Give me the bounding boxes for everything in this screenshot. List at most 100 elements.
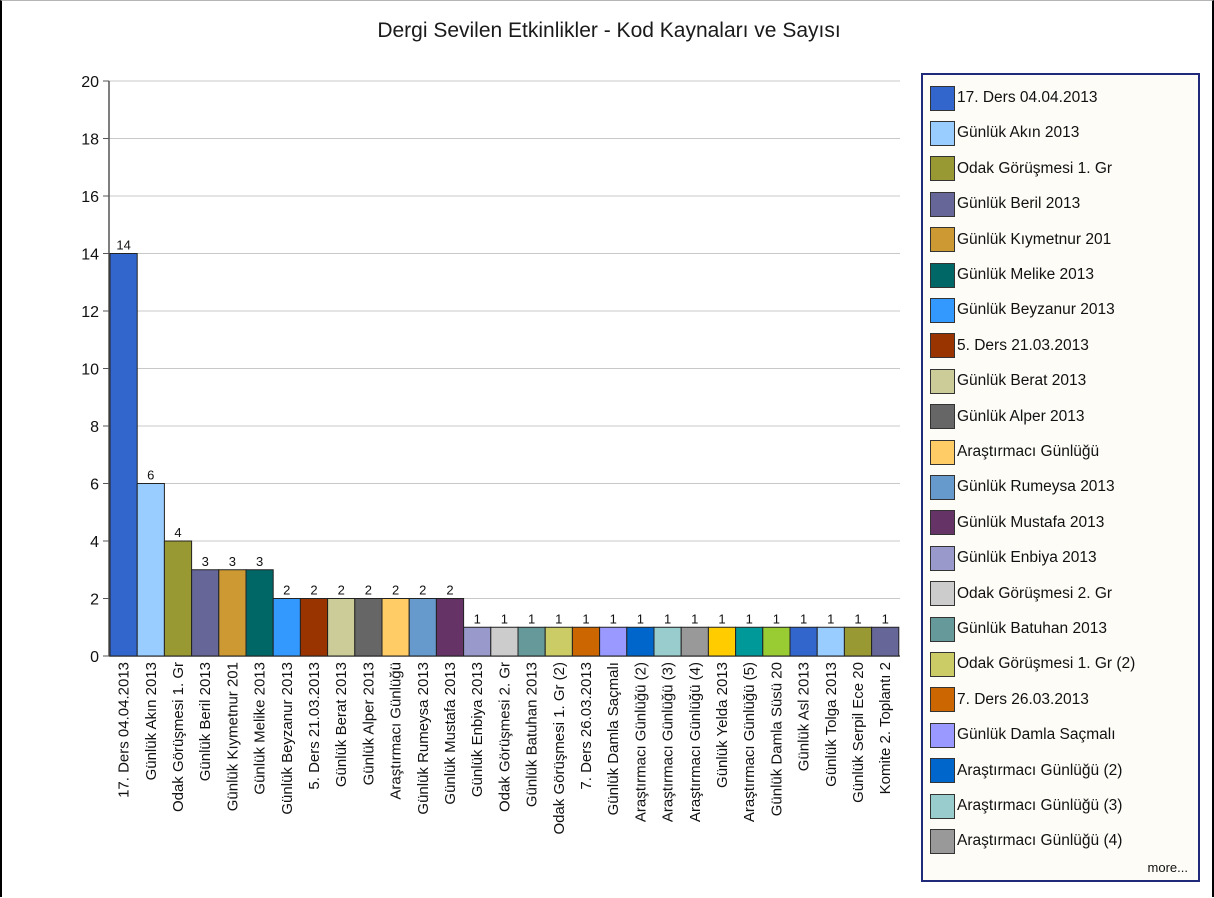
x-tick-label: Günlük Asl 2013 <box>796 662 813 771</box>
legend-label: Araştırmacı Günlüğü (4) <box>957 832 1123 850</box>
legend-item: 5. Ders 21.03.2013 <box>930 333 1089 359</box>
data-label: 1 <box>555 611 562 626</box>
data-label: 1 <box>691 611 698 626</box>
x-tick-label: Araştırmacı Günlüğü <box>388 662 405 800</box>
legend-label: Günlük Alper 2013 <box>957 407 1085 425</box>
bar <box>490 626 519 657</box>
legend-item: Günlük Akın 2013 <box>930 120 1079 146</box>
legend-label: 17. Ders 04.04.2013 <box>957 89 1098 106</box>
data-label: 1 <box>800 611 807 626</box>
bar <box>517 626 546 657</box>
legend-swatch <box>930 474 955 500</box>
legend-item: Günlük Damla Saçmalı <box>930 722 1116 748</box>
y-tick-label: 12 <box>81 304 99 321</box>
legend-label: Odak Görüşmesi 2. Gr <box>957 584 1113 602</box>
legend-swatch <box>930 156 955 182</box>
data-label: 1 <box>854 611 861 626</box>
legend-swatch <box>930 191 955 217</box>
bar <box>789 626 818 657</box>
legend-label: Odak Görüşmesi 1. Gr (2) <box>957 655 1136 673</box>
y-tick-label: 18 <box>81 132 99 149</box>
bar <box>735 626 764 657</box>
legend-swatch <box>930 687 955 713</box>
legend-label: Günlük Berat 2013 <box>957 372 1087 390</box>
data-label: 2 <box>419 583 426 598</box>
legend-swatch <box>930 120 955 146</box>
legend-swatch <box>930 545 955 571</box>
legend-item: Odak Görüşmesi 2. Gr <box>930 581 1112 607</box>
chart-title: Dergi Sevilen Etkinlikler - Kod Kaynalar… <box>377 19 841 42</box>
legend-item: Odak Görüşmesi 1. Gr (2) <box>930 651 1135 677</box>
data-label: 14 <box>116 238 130 253</box>
y-tick-label: 4 <box>90 534 99 551</box>
data-label: 2 <box>338 583 345 598</box>
bar <box>816 626 845 657</box>
legend-swatch <box>930 651 955 677</box>
bar <box>544 626 573 657</box>
legend-swatch <box>930 510 955 536</box>
legend-more-link[interactable]: more... <box>1147 860 1188 875</box>
bar <box>109 253 138 657</box>
legend-item: Araştırmacı Günlüğü <box>930 439 1099 465</box>
bar <box>571 626 601 657</box>
bar <box>245 569 274 657</box>
legend-label: 7. Ders 26.03.2013 <box>957 690 1089 708</box>
legend-item: Günlük Mustafa 2013 <box>930 510 1104 536</box>
legend-label: 5. Ders 21.03.2013 <box>957 336 1089 354</box>
legend-item: Günlük Alper 2013 <box>930 404 1085 430</box>
x-tick-label: Günlük Batuhan 2013 <box>524 662 541 807</box>
y-tick-label: 6 <box>90 477 99 494</box>
bar <box>272 598 301 657</box>
data-label: 1 <box>882 611 889 626</box>
legend-swatch <box>930 404 955 430</box>
bar <box>599 626 628 657</box>
x-tick-label: Günlük Serpil Ece 20 <box>850 662 867 803</box>
legend-label: Araştırmacı Günlüğü <box>957 443 1100 460</box>
data-label: 2 <box>392 583 399 598</box>
data-label: 1 <box>746 611 753 626</box>
legend-item: 17. Ders 04.04.2013 <box>930 85 1097 111</box>
legend-label: Günlük Batuhan 2013 <box>957 620 1107 637</box>
legend-swatch <box>930 439 955 465</box>
data-label: 1 <box>501 611 508 626</box>
x-tick-label: Günlük Melike 2013 <box>252 662 269 795</box>
legend-swatch <box>930 262 955 288</box>
legend-label: Günlük Kıymetnur 201 <box>957 230 1112 248</box>
bar <box>762 626 791 657</box>
x-tick-label: Araştırmacı Günlüğü (3) <box>660 662 677 822</box>
legend-swatch <box>930 227 955 253</box>
data-label: 1 <box>664 611 671 626</box>
data-label: 1 <box>637 611 644 626</box>
legend-label: Günlük Rumeysa 2013 <box>957 478 1115 496</box>
y-tick-label: 16 <box>81 189 99 206</box>
bar <box>136 483 165 657</box>
x-tick-label: Odak Görüşmesi 1. Gr (2) <box>551 662 568 835</box>
x-tick-label: Günlük Yelda 2013 <box>714 662 731 788</box>
y-tick-label: 20 <box>81 74 99 91</box>
legend-item: Günlük Enbiya 2013 <box>930 545 1097 571</box>
legend-item: Araştırmacı Günlüğü (3) <box>930 793 1122 819</box>
legend-swatch <box>930 297 955 323</box>
bar <box>626 626 655 657</box>
legend-item: Günlük Rumeysa 2013 <box>930 474 1115 500</box>
x-tick-label: Komite 2. Toplantı 2 <box>877 662 894 794</box>
x-tick-label: 5. Ders 21.03.2013 <box>306 662 323 790</box>
bar <box>463 626 492 657</box>
legend-label: Günlük Beril 2013 <box>957 195 1081 213</box>
bar <box>163 540 193 657</box>
bar <box>218 569 247 657</box>
bar <box>327 598 356 657</box>
data-label: 1 <box>582 611 589 626</box>
x-tick-label: Günlük Beyzanur 2013 <box>279 662 296 815</box>
x-tick-label: Günlük Rumeysa 2013 <box>415 662 432 815</box>
data-label: 1 <box>528 611 535 626</box>
bar <box>408 598 437 657</box>
legend-label: Araştırmacı Günlüğü (2) <box>957 761 1123 779</box>
x-tick-label: Araştırmacı Günlüğü (4) <box>687 662 704 822</box>
legend-label: Günlük Damla Saçmalı <box>957 726 1116 744</box>
bar <box>299 598 329 657</box>
y-tick-label: 10 <box>81 362 99 379</box>
x-tick-label: Günlük Alper 2013 <box>360 662 377 785</box>
legend-item: Odak Görüşmesi 1. Gr <box>930 156 1112 182</box>
